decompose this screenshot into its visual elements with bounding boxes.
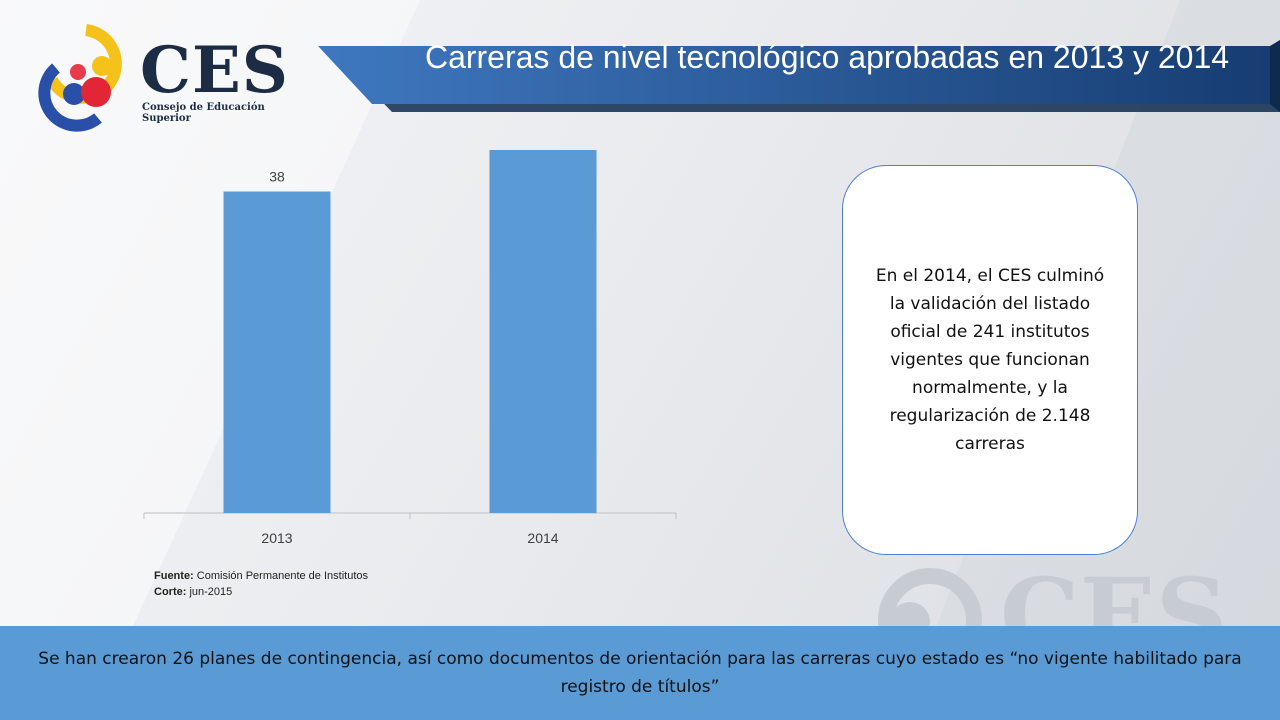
chart-source: Fuente: Comisión Permanente de Instituto… [154,568,368,600]
logo-mark-icon [38,24,122,132]
cutoff-text: jun-2015 [189,586,233,598]
ces-logo: CES Consejo de Educación Superior [36,22,289,132]
tick-label-2014: 2014 [527,530,558,546]
source-line: Fuente: Comisión Permanente de Instituto… [154,568,368,584]
bar-2014 [489,150,597,513]
tick-label-2013: 2013 [261,530,292,546]
source-text: Comisión Permanente de Institutos [196,570,368,582]
cutoff-line: Corte: jun-2015 [154,584,368,600]
ces-watermark: CES [850,560,1270,630]
source-label: Fuente: [154,570,194,582]
footer-text: Se han crearon 26 planes de contingencia… [38,649,1242,697]
footer-banner: Se han crearon 26 planes de contingencia… [0,626,1280,720]
bar-chart: 382013462014 [143,150,677,546]
watermark-wordmark: CES [1000,560,1229,630]
bar-2013 [223,191,331,513]
logo-wordmark: CES [140,33,289,108]
data-label-2013: 38 [269,169,285,185]
slide-title: Carreras de nivel tecnológico aprobadas … [424,39,1230,75]
watermark-mark-icon [878,568,982,630]
title-band [318,40,1280,112]
info-callout: En el 2014, el CES culminó la validación… [842,165,1138,555]
cutoff-label: Corte: [154,586,187,598]
info-callout-text: En el 2014, el CES culminó la validación… [875,266,1105,454]
logo-subtitle: Consejo de Educación Superior [142,102,265,124]
